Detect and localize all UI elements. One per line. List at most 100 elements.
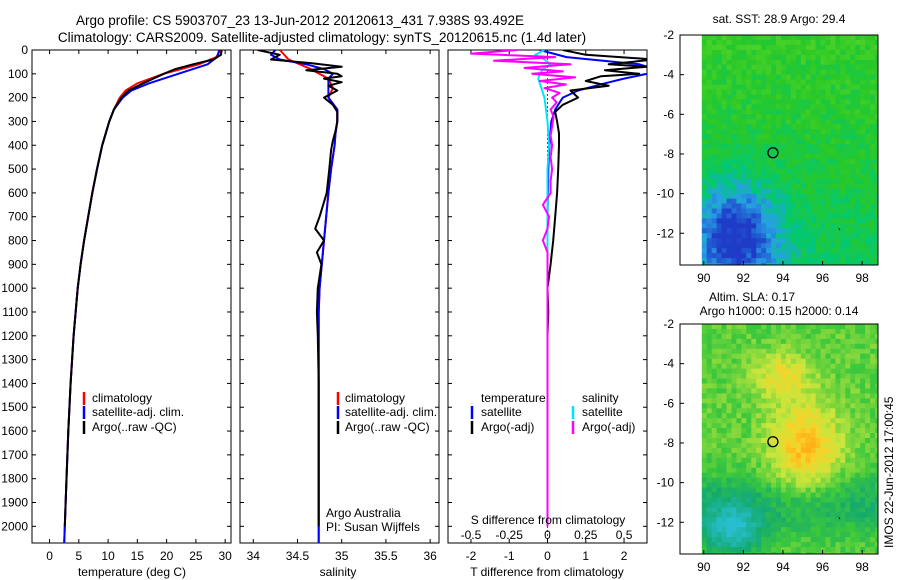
heatmap-cell [875,522,878,528]
heatmap-cell [756,338,762,345]
heatmap-cell [756,502,762,508]
heatmap-cell [706,482,713,489]
heatmap-cell [830,149,836,155]
heatmap-cell [835,99,841,105]
heatmap-cell [706,119,713,125]
heatmap-cell [795,398,802,404]
heatmap-cell [736,324,742,330]
heatmap-cell [805,79,812,86]
heatmap-cell [726,69,732,76]
heatmap-cell [835,472,841,479]
heatmap-cell [731,223,737,229]
heatmap-cell [850,109,856,115]
heatmap-cell [820,418,827,424]
heatmap-cell [721,482,728,489]
heatmap-cell [746,223,752,229]
heatmap-cell [781,517,787,523]
heatmap-cell [736,238,742,244]
heatmap-cell [701,193,708,200]
heatmap-cell [741,40,747,46]
heatmap-cell [785,193,792,200]
heatmap-cell [790,443,797,449]
heatmap-cell [751,527,757,533]
heatmap-cell [815,527,822,533]
heatmap-cell [870,208,876,215]
heatmap-cell [865,188,871,195]
heatmap-cell [721,54,728,61]
heatmap-cell [751,203,757,210]
heatmap-cell [830,329,836,335]
lat-tick-label: -8 [663,436,674,450]
depth-tick-label: 1900 [1,496,28,510]
heatmap-cell [751,69,757,76]
heatmap-cell [810,193,817,200]
heatmap-cell [835,124,841,130]
heatmap-cell [800,198,807,205]
heatmap-cell [815,258,822,264]
heatmap-cell [850,158,856,165]
heatmap-cell [726,158,732,165]
heatmap-cell [736,537,742,543]
heatmap-cell [731,233,737,239]
heatmap-cell [751,248,757,254]
heatmap-cell [875,79,878,86]
heatmap-cell [711,119,718,125]
heatmap-cell [835,203,841,210]
heatmap-cell [721,263,728,265]
heatmap-cell [776,144,782,150]
heatmap-cell [746,398,752,404]
heatmap-cell [711,497,718,504]
heatmap-cell [875,40,878,46]
heatmap-cell [860,388,866,394]
heatmap-cell [830,403,836,409]
heatmap-cell [711,438,718,444]
heatmap-cell [835,388,841,394]
heatmap-cell [820,502,827,508]
heatmap-cell [875,517,878,523]
heatmap-cell [721,363,728,370]
heatmap-cell [840,258,846,264]
heatmap-cell [785,238,792,244]
lat-tick-label: -12 [657,515,675,529]
heatmap-cell [855,333,861,340]
heatmap-cell [830,433,836,439]
heatmap-cell [751,393,757,399]
heatmap-cell [736,428,742,434]
heatmap-cell [785,373,792,380]
heatmap-cell [751,467,757,474]
heatmap-cell [830,373,836,380]
heatmap-cell [820,383,827,390]
temperature-panel: 0100200300400500600700800900100011001200… [1,43,232,579]
heatmap-cell [870,443,876,449]
heatmap-cell [830,477,836,484]
heatmap-cell [721,134,728,140]
heatmap-cell [795,119,802,125]
heatmap-cell [741,343,747,350]
heatmap-cell [751,343,757,350]
heatmap-cell [825,333,831,340]
heatmap-cell [716,198,723,205]
heatmap-cell [741,183,747,190]
heatmap-cell [845,193,851,200]
sla-map-title-line1: Altim. SLA: 0.17 [709,290,795,304]
heatmap-cell [756,74,762,81]
heatmap-cell [701,333,708,340]
heatmap-cell [771,487,777,494]
heatmap-cell [805,119,812,125]
heatmap-cell [795,54,802,61]
heatmap-cell [820,467,827,474]
heatmap-cell [850,154,856,160]
heatmap-cell [701,403,708,409]
heatmap-cell [825,163,831,170]
heatmap-cell [875,477,878,484]
heatmap-cell [815,183,822,190]
heatmap-cell [756,213,762,219]
heatmap-cell [875,324,878,330]
heatmap-cell [855,89,861,96]
heatmap-cell [761,472,767,479]
argo-float-marker [767,436,779,448]
heatmap-cell [855,373,861,380]
heatmap-cell [736,353,742,360]
heatmap-cell [825,258,831,264]
heatmap-cell [731,109,737,115]
